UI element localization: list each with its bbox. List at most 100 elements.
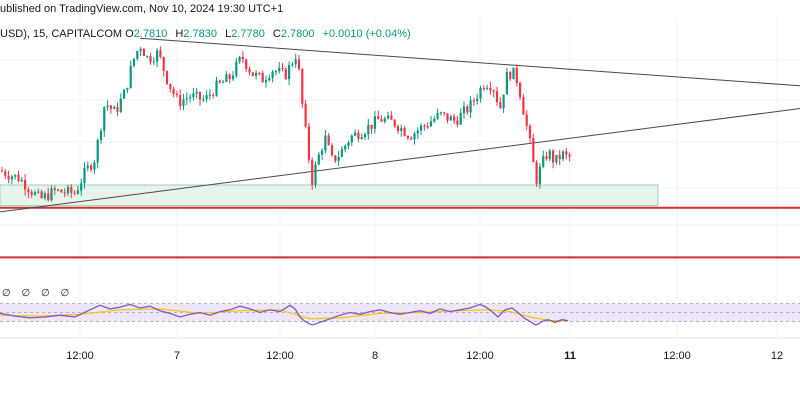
candle-body	[251, 72, 254, 76]
candle-body	[307, 126, 310, 160]
candle-body	[159, 50, 162, 57]
candle-body	[142, 48, 145, 57]
candle-body	[228, 74, 231, 80]
candle-body	[423, 125, 426, 127]
candle-body	[528, 125, 532, 139]
candle-body	[330, 144, 334, 156]
candle-body	[509, 72, 512, 80]
candle-body	[393, 119, 396, 127]
candle-body	[149, 55, 152, 63]
candle-body	[37, 191, 40, 193]
candle-body	[462, 106, 466, 113]
candle-body	[20, 179, 23, 182]
candle-body	[119, 98, 122, 112]
candle-body	[472, 100, 475, 102]
low-label: L	[225, 28, 232, 40]
candle-body	[383, 118, 386, 122]
candle-body	[311, 159, 314, 185]
grid	[0, 18, 800, 338]
candle-body	[218, 80, 221, 83]
candle-body	[113, 106, 116, 109]
x-tick-label: 12:00	[466, 350, 494, 362]
open-label: O	[125, 28, 134, 40]
candle-body	[50, 188, 53, 201]
candle-body	[10, 176, 13, 180]
candle-body	[538, 166, 541, 184]
candle-body	[479, 87, 482, 99]
candle-body	[297, 59, 301, 69]
candle-body	[4, 171, 7, 176]
candle-body	[288, 64, 291, 80]
candle-body	[238, 56, 241, 62]
candle-body	[222, 81, 225, 83]
high-value: 2.7830	[183, 28, 217, 40]
x-tick-label: 8	[371, 350, 379, 362]
candle-body	[321, 150, 324, 155]
candle-body	[24, 179, 27, 190]
candle-body	[347, 142, 350, 146]
candle-body	[106, 105, 109, 107]
candle-body	[93, 162, 96, 170]
candle-body	[515, 67, 518, 83]
candle-body	[255, 72, 258, 76]
candle-body	[96, 140, 99, 163]
candle-body	[377, 116, 380, 120]
candle-body	[420, 125, 423, 131]
x-tick-label: 7	[173, 350, 181, 362]
support-lines	[0, 206, 800, 259]
candle-body	[555, 155, 558, 163]
candle-body	[152, 61, 155, 63]
candle-body	[185, 98, 188, 100]
candle-body	[459, 112, 462, 125]
candle-body	[453, 116, 456, 121]
candle-body	[182, 99, 185, 106]
candle-body	[433, 118, 436, 122]
candle-body	[373, 116, 376, 129]
open-value: 2.7810	[133, 28, 168, 40]
close-value: 2.7800	[280, 28, 315, 40]
rsi-panel	[0, 303, 800, 326]
candle-body	[357, 132, 360, 140]
trendline-lower	[0, 108, 800, 213]
candle-body	[363, 134, 367, 138]
candle-body	[466, 106, 469, 113]
candle-body	[175, 93, 178, 96]
candle-body	[443, 112, 446, 114]
candle-body	[370, 124, 373, 129]
candle-body	[146, 55, 149, 57]
candle-body	[449, 116, 452, 121]
candle-body	[568, 154, 571, 157]
candle-body	[261, 73, 264, 83]
candle-body	[439, 112, 442, 114]
candle-body	[241, 56, 244, 60]
candle-body	[406, 136, 409, 139]
candle-body	[33, 192, 37, 195]
candle-body	[380, 119, 383, 122]
candle-body	[334, 155, 337, 161]
candle-body	[264, 80, 268, 83]
candle-body	[416, 130, 419, 134]
candle-body	[436, 112, 439, 119]
candle-body	[136, 50, 139, 59]
candle-body	[139, 48, 142, 51]
candle-body	[519, 82, 522, 98]
candle-body	[492, 90, 495, 92]
candle-body	[215, 80, 218, 96]
candle-body	[535, 162, 538, 184]
candle-body	[274, 71, 277, 73]
close-label: C	[272, 28, 281, 40]
candle-body	[545, 156, 548, 160]
candle-body	[47, 193, 50, 201]
candle-body	[17, 174, 20, 182]
candle-body	[66, 186, 70, 194]
candle-body	[0, 170, 4, 172]
candle-body	[548, 150, 551, 160]
candle-body	[291, 64, 294, 66]
candle-body	[129, 65, 132, 88]
candle-body	[561, 151, 565, 160]
candle-body	[189, 97, 192, 99]
candle-body	[43, 193, 46, 199]
candle-body	[126, 87, 129, 90]
candle-body	[132, 58, 136, 66]
